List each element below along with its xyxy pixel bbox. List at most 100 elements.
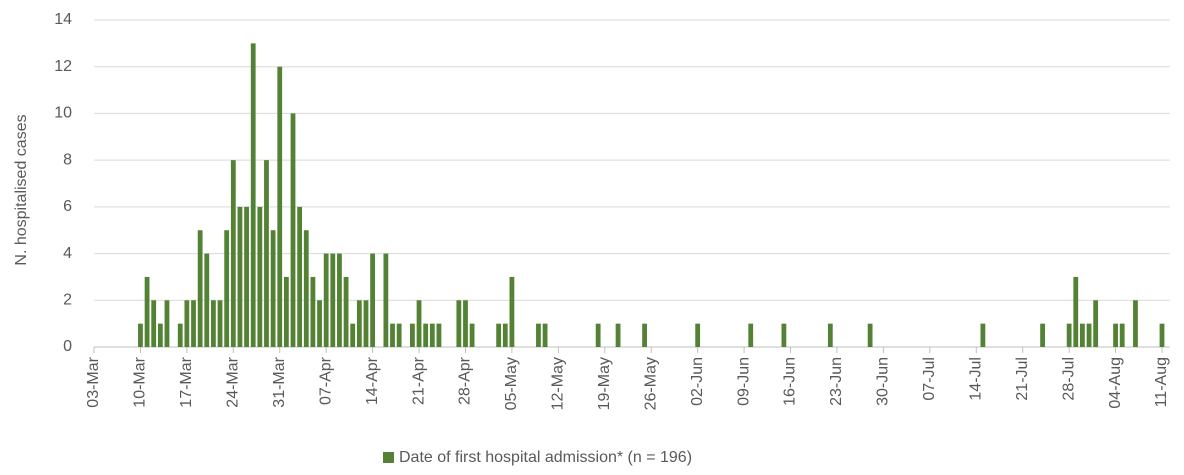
- x-tick-label: 04-Aug: [1107, 357, 1124, 409]
- y-tick-label: 0: [63, 338, 72, 355]
- x-tick-label: 26-May: [642, 357, 659, 410]
- x-tick-label: 07-Apr: [317, 356, 334, 405]
- bar: [356, 300, 362, 347]
- bar: [138, 323, 143, 347]
- bar: [595, 323, 601, 347]
- y-tick-label: 10: [54, 105, 72, 122]
- bar: [277, 66, 283, 347]
- y-axis-label: N. hospitalised cases: [13, 114, 30, 265]
- bar: [980, 323, 986, 347]
- bar: [383, 253, 389, 347]
- bar: [536, 323, 541, 347]
- bar: [1119, 323, 1125, 347]
- bar: [748, 323, 754, 347]
- bar: [781, 323, 787, 347]
- bar: [224, 230, 230, 347]
- x-tick-label: 24-Mar: [225, 356, 242, 407]
- x-tick-label: 02-Jun: [689, 357, 706, 406]
- legend-swatch: [383, 452, 394, 463]
- bar: [642, 323, 647, 347]
- x-tick-label: 28-Jul: [1060, 357, 1077, 401]
- bar: [177, 323, 183, 347]
- bar: [1066, 323, 1072, 347]
- x-tick-label: 03-Mar: [85, 356, 102, 407]
- bar: [469, 323, 475, 347]
- bar: [257, 206, 263, 347]
- bar: [144, 276, 150, 347]
- bar: [416, 300, 422, 347]
- x-tick-label: 17-Mar: [178, 356, 195, 407]
- bar: [330, 253, 336, 347]
- bar: [1086, 323, 1092, 347]
- bar: [283, 276, 289, 347]
- bar: [436, 323, 442, 347]
- x-tick-label: 10-Mar: [132, 356, 149, 407]
- x-tick-label: 31-Mar: [271, 356, 288, 407]
- bar: [323, 253, 329, 347]
- bar: [1113, 323, 1118, 347]
- x-tick-label: 28-Apr: [457, 356, 474, 405]
- bar: [615, 323, 621, 347]
- bar: [423, 323, 429, 347]
- bar: [310, 276, 316, 347]
- bar: [509, 276, 515, 347]
- bar: [542, 323, 548, 347]
- bar: [1079, 323, 1085, 347]
- bar: [370, 253, 376, 347]
- x-tick-label: 09-Jun: [735, 357, 752, 406]
- x-tick-label: 21-Apr: [410, 356, 427, 405]
- bar: [191, 300, 196, 347]
- legend-label: Date of first hospital admission* (n = 1…: [399, 449, 692, 466]
- bar: [337, 253, 342, 347]
- bar: [827, 323, 833, 347]
- y-tick-label: 12: [54, 58, 72, 75]
- y-tick-label: 2: [63, 292, 72, 309]
- bar: [164, 300, 170, 347]
- x-tick-label: 14-Apr: [364, 356, 381, 405]
- x-tick-label: 11-Aug: [1153, 357, 1170, 407]
- bar: [867, 323, 873, 347]
- y-tick-label: 6: [63, 198, 72, 215]
- bar: [1073, 276, 1079, 347]
- bar: [270, 230, 276, 347]
- bar: [230, 160, 236, 347]
- bar: [1159, 323, 1165, 347]
- x-tick-label: 05-May: [503, 357, 520, 410]
- bar: [695, 323, 701, 347]
- bar: [396, 323, 402, 347]
- bar: [350, 323, 356, 347]
- bar: [264, 160, 269, 347]
- y-tick-label: 14: [54, 11, 72, 28]
- x-tick-label: 16-Jun: [782, 357, 799, 406]
- bar: [410, 323, 415, 347]
- bar: [1133, 300, 1138, 347]
- bar: [363, 300, 369, 347]
- x-tick-label: 30-Jun: [875, 357, 892, 406]
- bar: [1093, 300, 1099, 347]
- bar: [250, 43, 256, 347]
- bar: [496, 323, 502, 347]
- y-tick-label: 4: [63, 245, 72, 262]
- bar: [211, 300, 216, 347]
- bar: [237, 206, 243, 347]
- bar: [390, 323, 395, 347]
- bar: [502, 323, 508, 347]
- x-tick-label: 14-Jul: [967, 357, 984, 401]
- bar: [204, 253, 210, 347]
- y-tick-label: 8: [63, 151, 72, 168]
- bar: [297, 206, 303, 347]
- bar: [303, 230, 309, 347]
- bar: [151, 300, 157, 347]
- bar: [343, 276, 349, 347]
- bar: [217, 300, 223, 347]
- bar: [1040, 323, 1045, 347]
- bar: [290, 113, 296, 347]
- bar: [157, 323, 163, 347]
- x-tick-label: 19-May: [596, 357, 613, 410]
- x-tick-label: 23-Jun: [828, 357, 845, 406]
- x-tick-label: 07-Jul: [921, 357, 938, 401]
- bar: [244, 206, 249, 347]
- bar: [456, 300, 462, 347]
- bar: [197, 230, 203, 347]
